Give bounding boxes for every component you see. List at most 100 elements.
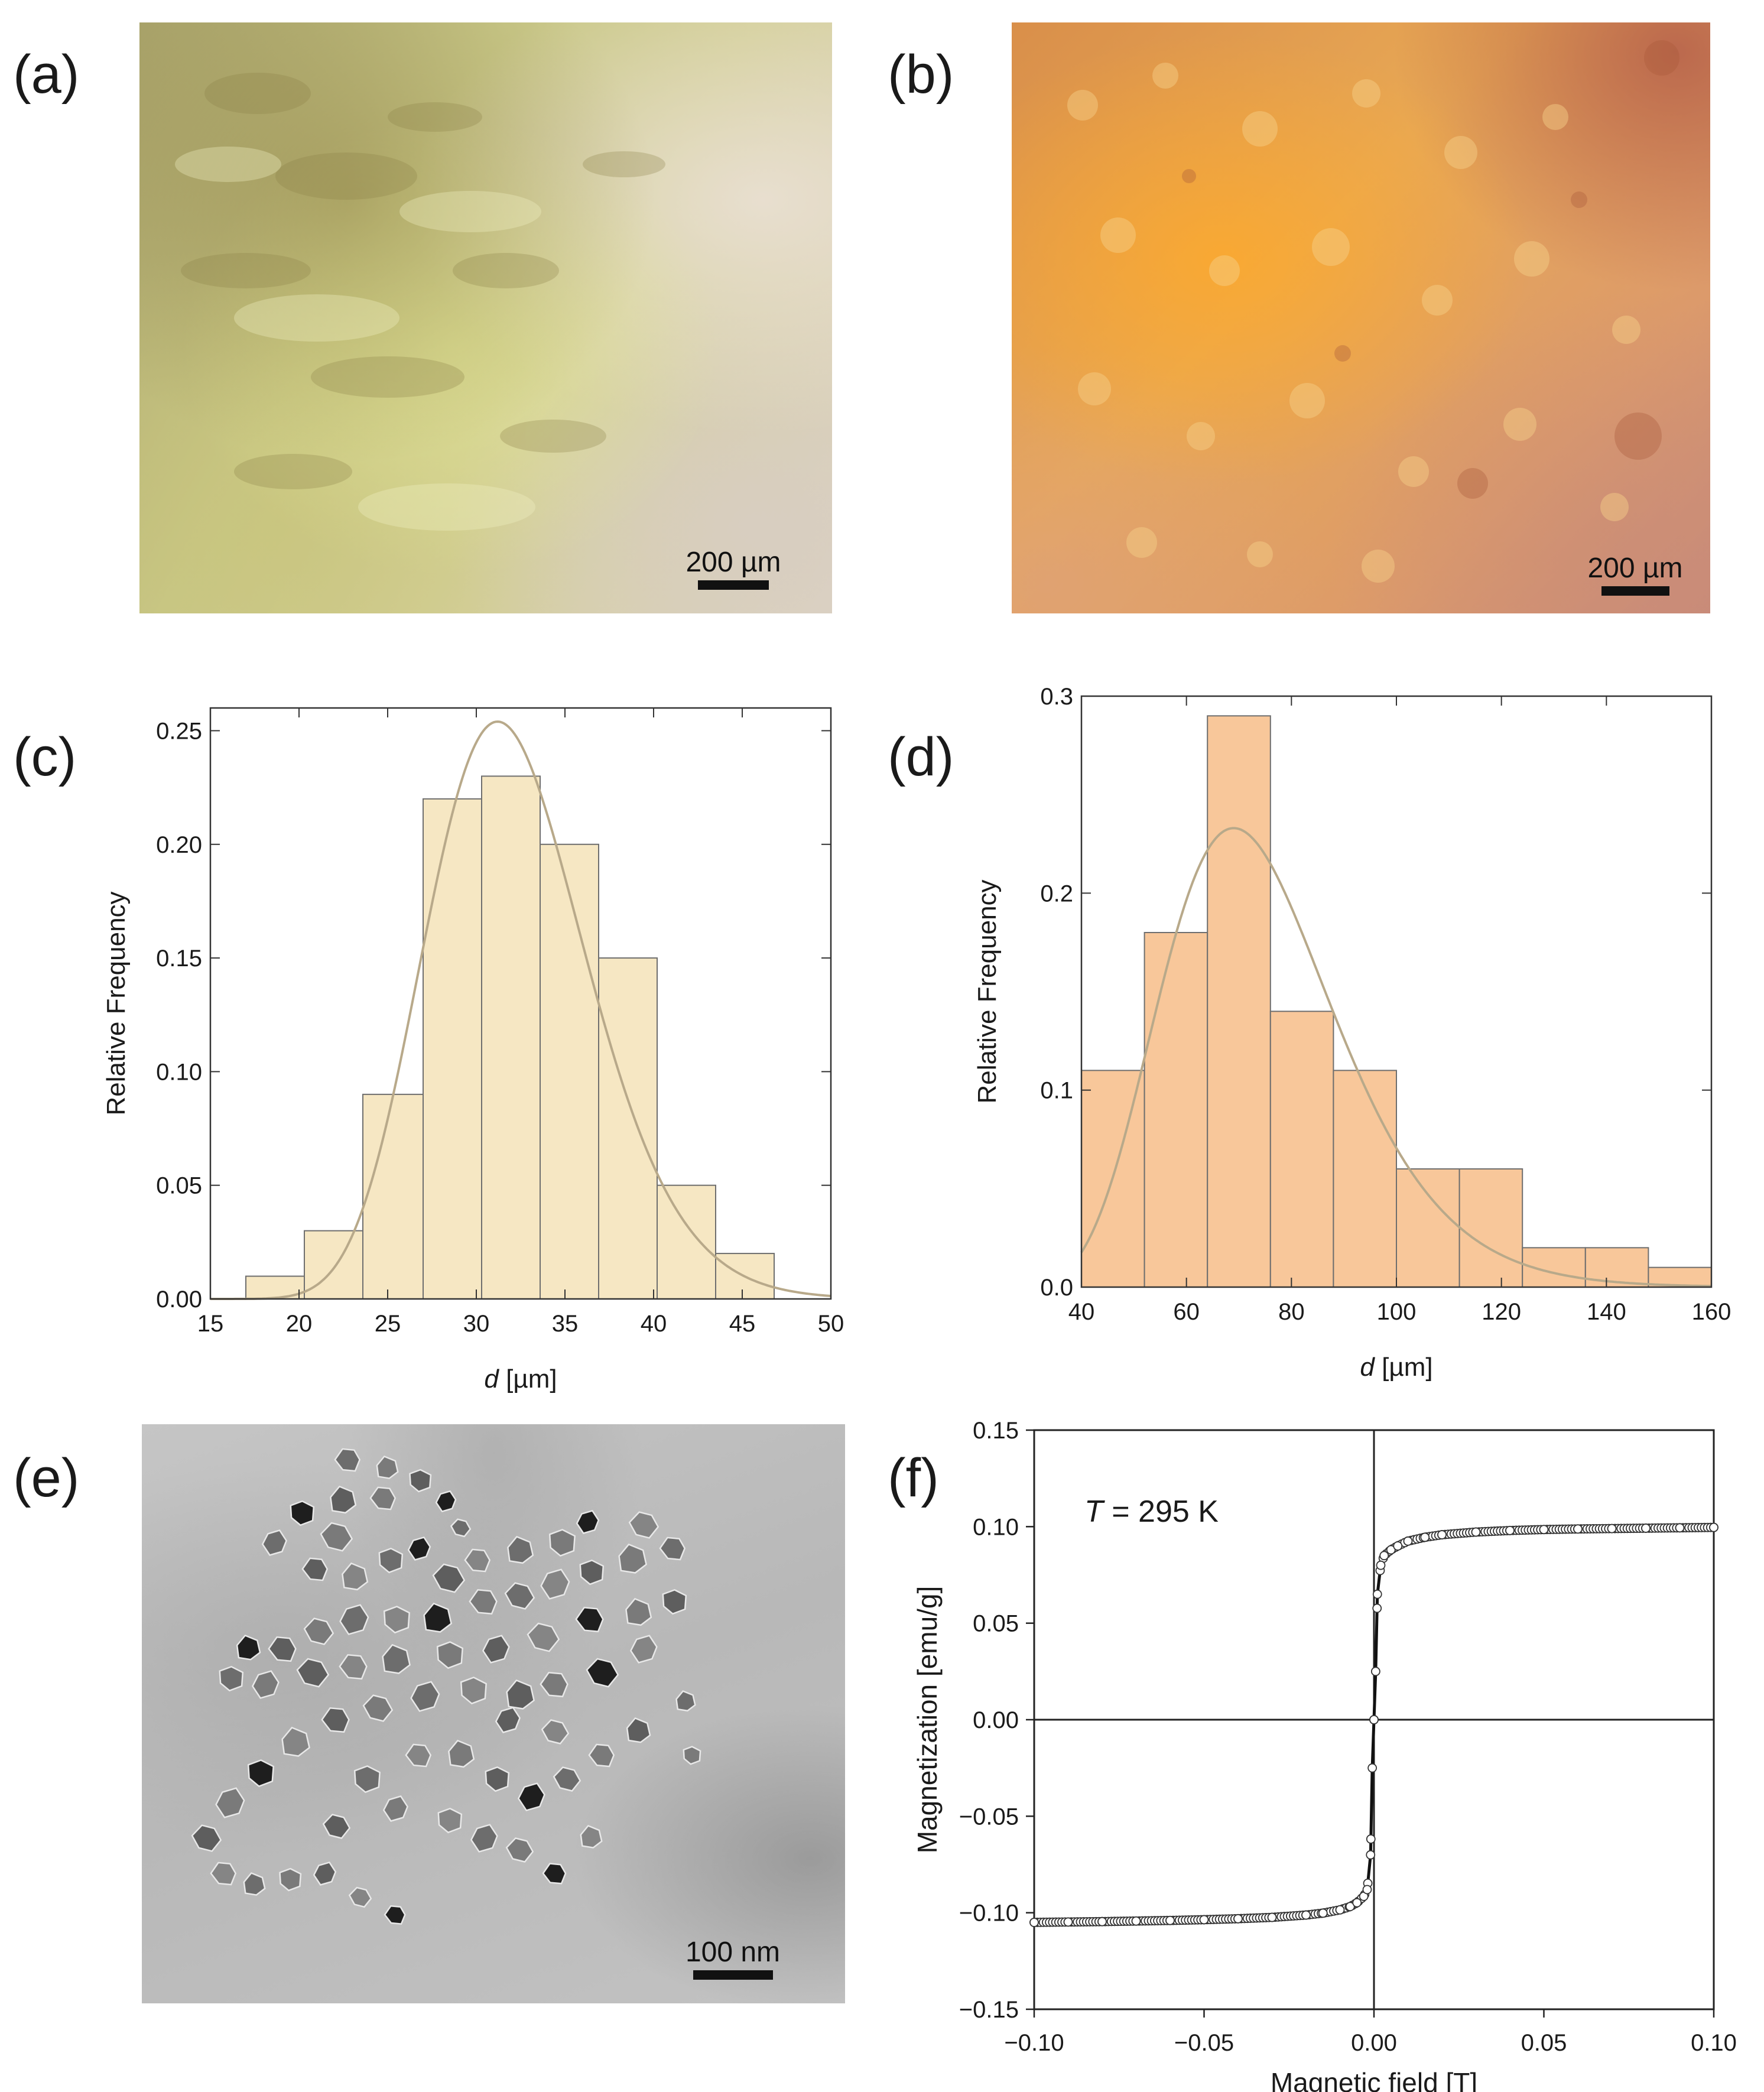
data-point (1097, 1916, 1107, 1927)
temperature-annotation: T = 295 K (1084, 1495, 1219, 1529)
data-point (1471, 1527, 1481, 1537)
x-tick-label-3: 100 (1377, 1299, 1417, 1325)
nanoparticle (517, 1782, 545, 1811)
nanoparticle (353, 1765, 381, 1794)
x-tick-label-6: 160 (1692, 1299, 1731, 1325)
data-point (1335, 1905, 1345, 1915)
bar-3 (1269, 1011, 1334, 1288)
nanoparticle (580, 1824, 603, 1849)
nanoparticle (243, 1872, 266, 1896)
data-point (1267, 1912, 1277, 1922)
nanoparticle (448, 1739, 475, 1768)
data-point (1362, 1885, 1372, 1895)
nanoparticle (313, 1861, 337, 1886)
x-tick-label-4: 35 (552, 1311, 579, 1337)
nanoparticle (369, 1486, 397, 1510)
data-point (1063, 1917, 1073, 1927)
nanoparticle (330, 1485, 357, 1514)
y-tick-label-4: 0.20 (156, 832, 202, 858)
nanoparticle (662, 1589, 687, 1615)
y-tick-label-6: −0.15 (959, 1997, 1019, 2023)
nanoparticle (339, 1604, 369, 1635)
histogram-d: 40 60 80 100 120 140 160 0.0 0.1 0.2 0.3 d [µm] Rela… (973, 684, 1731, 1382)
scalebar-a-line (698, 580, 769, 590)
x-tick-label-2: 0.00 (1351, 2030, 1397, 2056)
y-axis-label: Relative Frequency (102, 891, 131, 1115)
y-tick-label-0: 0.0 (1040, 1275, 1073, 1301)
data-point (1386, 1545, 1396, 1555)
data-point (1376, 1560, 1386, 1570)
x-tick-label-2: 25 (375, 1311, 401, 1337)
nanoparticle (575, 1606, 604, 1633)
bar-2 (1207, 715, 1271, 1288)
nanoparticle (334, 1448, 361, 1472)
scalebar-b-line (1601, 586, 1669, 596)
y-tick-label-3: 0.3 (1040, 684, 1073, 710)
data-point (1379, 1551, 1389, 1561)
nanoparticle (290, 1500, 315, 1526)
x-tick-label-1: 20 (286, 1311, 313, 1337)
bar-7 (657, 1184, 716, 1300)
y-tick-label-1: 0.10 (973, 1514, 1019, 1540)
bar-4 (1333, 1070, 1398, 1288)
temperature-value: = 295 K (1103, 1495, 1219, 1529)
y-axis-label: Relative Frequency (973, 879, 1002, 1103)
nanoparticle (279, 1867, 302, 1892)
nanoparticle (548, 1529, 576, 1557)
panel-label-f: (f) (888, 1448, 939, 1508)
scalebar-e-line (693, 1970, 773, 1980)
nanoparticle (342, 1562, 369, 1591)
nanoparticle (382, 1795, 409, 1822)
x-axis-label: Magnetic field [T] (1271, 2067, 1477, 2092)
nanoparticle (296, 1658, 330, 1688)
x-axis-label-unit: [µm] (1375, 1353, 1433, 1382)
y-tick-label-3: 0.00 (973, 1707, 1019, 1733)
nanoparticle (191, 1824, 222, 1852)
nanoparticle (435, 1490, 457, 1513)
nanoparticle (384, 1905, 406, 1925)
x-tick-label-1: 60 (1173, 1299, 1200, 1325)
data-point (1029, 1918, 1039, 1927)
x-tick-label-7: 50 (818, 1311, 844, 1337)
nanoparticle (527, 1622, 560, 1652)
data-markers (1029, 1522, 1718, 1927)
scalebar-a: 200 µm (677, 548, 790, 590)
nanoparticle (504, 1582, 535, 1610)
nanoparticle (542, 1863, 567, 1885)
nanoparticle (505, 1837, 534, 1863)
data-point (1366, 1834, 1376, 1844)
nanoparticle (628, 1511, 660, 1539)
texture-a (175, 73, 665, 531)
nanoparticle (482, 1635, 510, 1664)
data-point (1366, 1850, 1376, 1860)
nanoparticle (626, 1717, 651, 1743)
scalebar-b-label: 200 µm (1587, 553, 1683, 584)
nanoparticle (348, 1886, 372, 1908)
nanoparticle (236, 1634, 261, 1661)
temperature-symbol: T (1084, 1495, 1105, 1529)
data-point (1318, 1908, 1328, 1918)
data-point (1420, 1532, 1430, 1542)
nanoparticle (210, 1862, 237, 1886)
nanoparticle (469, 1589, 498, 1615)
x-tick-label-5: 40 (641, 1311, 667, 1337)
y-tick-label-4: −0.05 (959, 1804, 1019, 1830)
nanoparticle (436, 1641, 464, 1669)
data-point (1369, 1715, 1379, 1724)
x-tick-label-2: 80 (1278, 1299, 1305, 1325)
histogram-c: 15 20 25 30 35 40 45 50 0.00 0.05 0.10 0.15 0.20 0.25… (102, 707, 844, 1393)
bar-3 (423, 798, 482, 1300)
y-tick-label-1: 0.1 (1040, 1078, 1073, 1104)
panel-label-c: (c) (13, 727, 77, 787)
x-tick-label-1: −0.05 (1174, 2030, 1234, 2056)
y-tick-label-0: 0.00 (156, 1287, 202, 1313)
nanoparticle (410, 1681, 440, 1712)
y-tick-label-3: 0.15 (156, 946, 202, 972)
nanoparticle (382, 1643, 411, 1674)
x-tick-label-5: 140 (1587, 1299, 1626, 1325)
nanoparticle (470, 1824, 498, 1853)
x-axis-label-symbol: d (484, 1365, 499, 1393)
panel-label-d: (d) (888, 727, 954, 787)
panel-label-e: (e) (13, 1448, 80, 1508)
data-point (1607, 1523, 1617, 1534)
